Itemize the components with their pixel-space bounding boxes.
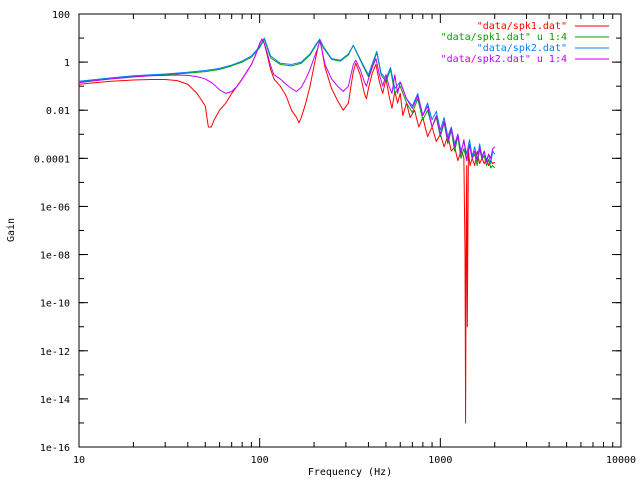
y-tick-label: 0.0001: [34, 154, 70, 165]
x-tick-labels: 10 100 1000 10000: [73, 455, 636, 466]
legend-label-3: "data/spk2.dat": [477, 43, 567, 54]
legend-label-2: "data/spk1.dat" u 1:4: [441, 32, 567, 43]
y-tick-label: 1e-14: [40, 395, 70, 406]
y-tick-label: 1: [64, 58, 70, 69]
series-line-4: [78, 38, 496, 163]
y-tick-label: 1e-16: [40, 443, 70, 454]
legend: "data/spk1.dat""data/spk1.dat" u 1:4"dat…: [441, 21, 609, 65]
series-line-1: [78, 38, 496, 424]
x-tick-label: 10: [73, 455, 85, 466]
y-tick-label: 1e-06: [40, 202, 70, 213]
y-tick-label: 1e-12: [40, 347, 70, 358]
y-axis-label: Gain: [6, 218, 17, 242]
y-tick-labels: 100 1 0.01 0.0001 1e-06 1e-08 1e-10 1e-12 1e-14 1…: [34, 10, 70, 454]
tick-marks: [78, 13, 622, 448]
y-tick-label: 1e-10: [40, 299, 70, 310]
y-tick-label: 0.01: [46, 106, 70, 117]
x-tick-label: 100: [251, 455, 269, 466]
y-tick-label: 100: [52, 10, 70, 21]
legend-label-1: "data/spk1.dat": [477, 21, 567, 32]
series-line-3: [78, 37, 496, 165]
x-tick-label: 10000: [606, 455, 636, 466]
legend-label-4: "data/spk2.dat" u 1:4: [441, 54, 567, 65]
y-tick-label: 1e-08: [40, 251, 70, 262]
series-layer: [78, 37, 496, 424]
x-tick-label: 1000: [428, 455, 452, 466]
x-axis-label: Frequency (Hz): [308, 467, 392, 478]
series-line-2: [78, 38, 496, 169]
